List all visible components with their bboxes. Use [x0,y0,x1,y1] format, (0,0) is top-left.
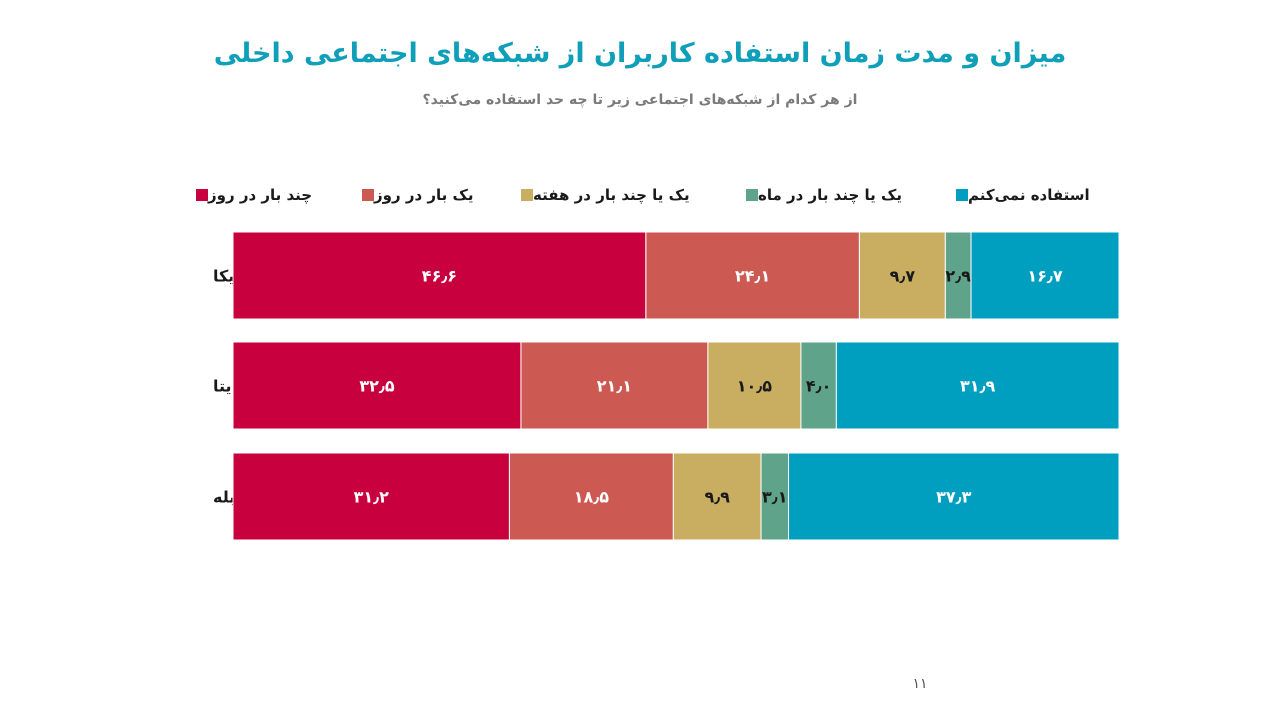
bar-segment [232,341,522,430]
bar-segment [858,231,946,320]
legend-label: چند بار در روز [208,186,313,204]
legend-label: یک یا چند بار در ماه [758,186,902,204]
legend-swatch [956,189,968,201]
data-label: ۲٫۹ [945,267,971,286]
data-label: ۲۱٫۱ [597,377,632,396]
data-label: ۱۶٫۷ [1027,267,1063,286]
bar-segment [970,231,1120,320]
data-label: ۳۱٫۲ [354,488,390,507]
bar-segment [760,452,790,541]
legend-label: یک بار در روز [374,186,474,204]
bar-segment [645,231,860,320]
legend-label: استفاده نمی‌کنم [968,186,1090,204]
bar-segment [788,452,1120,541]
data-label: ۱۰٫۵ [737,377,773,396]
bar-segment [707,341,802,430]
legend-swatch [746,189,758,201]
legend-label: یک یا چند بار در هفته [533,186,690,204]
bar-segment [672,452,762,541]
legend-item: چند بار در روز [190,183,312,207]
bar-segment [800,341,837,430]
bar-segment [232,231,647,320]
chart-subtitle: از هر کدام از شبکه‌های اجتماعی زیر تا چه… [422,92,858,108]
data-label: ۴٫۰ [806,377,832,396]
data-label: ۳۷٫۳ [936,488,972,507]
bar-segment [520,341,709,430]
chart-legend: چند بار در روز یک بار در روز یک یا چند بار… [190,183,1090,207]
category-label: بله [213,488,235,507]
legend-item: یک بار در روز [356,183,474,207]
legend-swatch [521,189,533,201]
legend-item: یک یا چند بار در ماه [740,183,902,207]
page-number: ۱۱ [912,676,928,692]
data-label: ۹٫۷ [890,267,916,286]
bar-segment [835,341,1120,430]
data-label: ۴۶٫۶ [422,267,457,286]
legend-swatch [362,189,374,201]
data-label: ۳۲٫۵ [359,377,395,396]
category-label: ایتا [213,377,237,396]
legend-item: یک یا چند بار در هفته [515,183,690,207]
data-label: ۳۱٫۹ [960,377,996,396]
data-label: ۲۴٫۱ [735,267,770,286]
bar-segment [944,231,972,320]
data-label: ۳٫۱ [762,488,788,507]
bar-segment [232,452,510,541]
legend-item: استفاده نمی‌کنم [950,183,1090,207]
data-label: ۱۸٫۵ [574,488,610,507]
data-label: ۹٫۹ [704,488,730,507]
chart-title: میزان و مدت زمان استفاده کاربران از شبکه… [213,38,1067,69]
legend-swatch [196,189,208,201]
bar-segment [508,452,674,541]
